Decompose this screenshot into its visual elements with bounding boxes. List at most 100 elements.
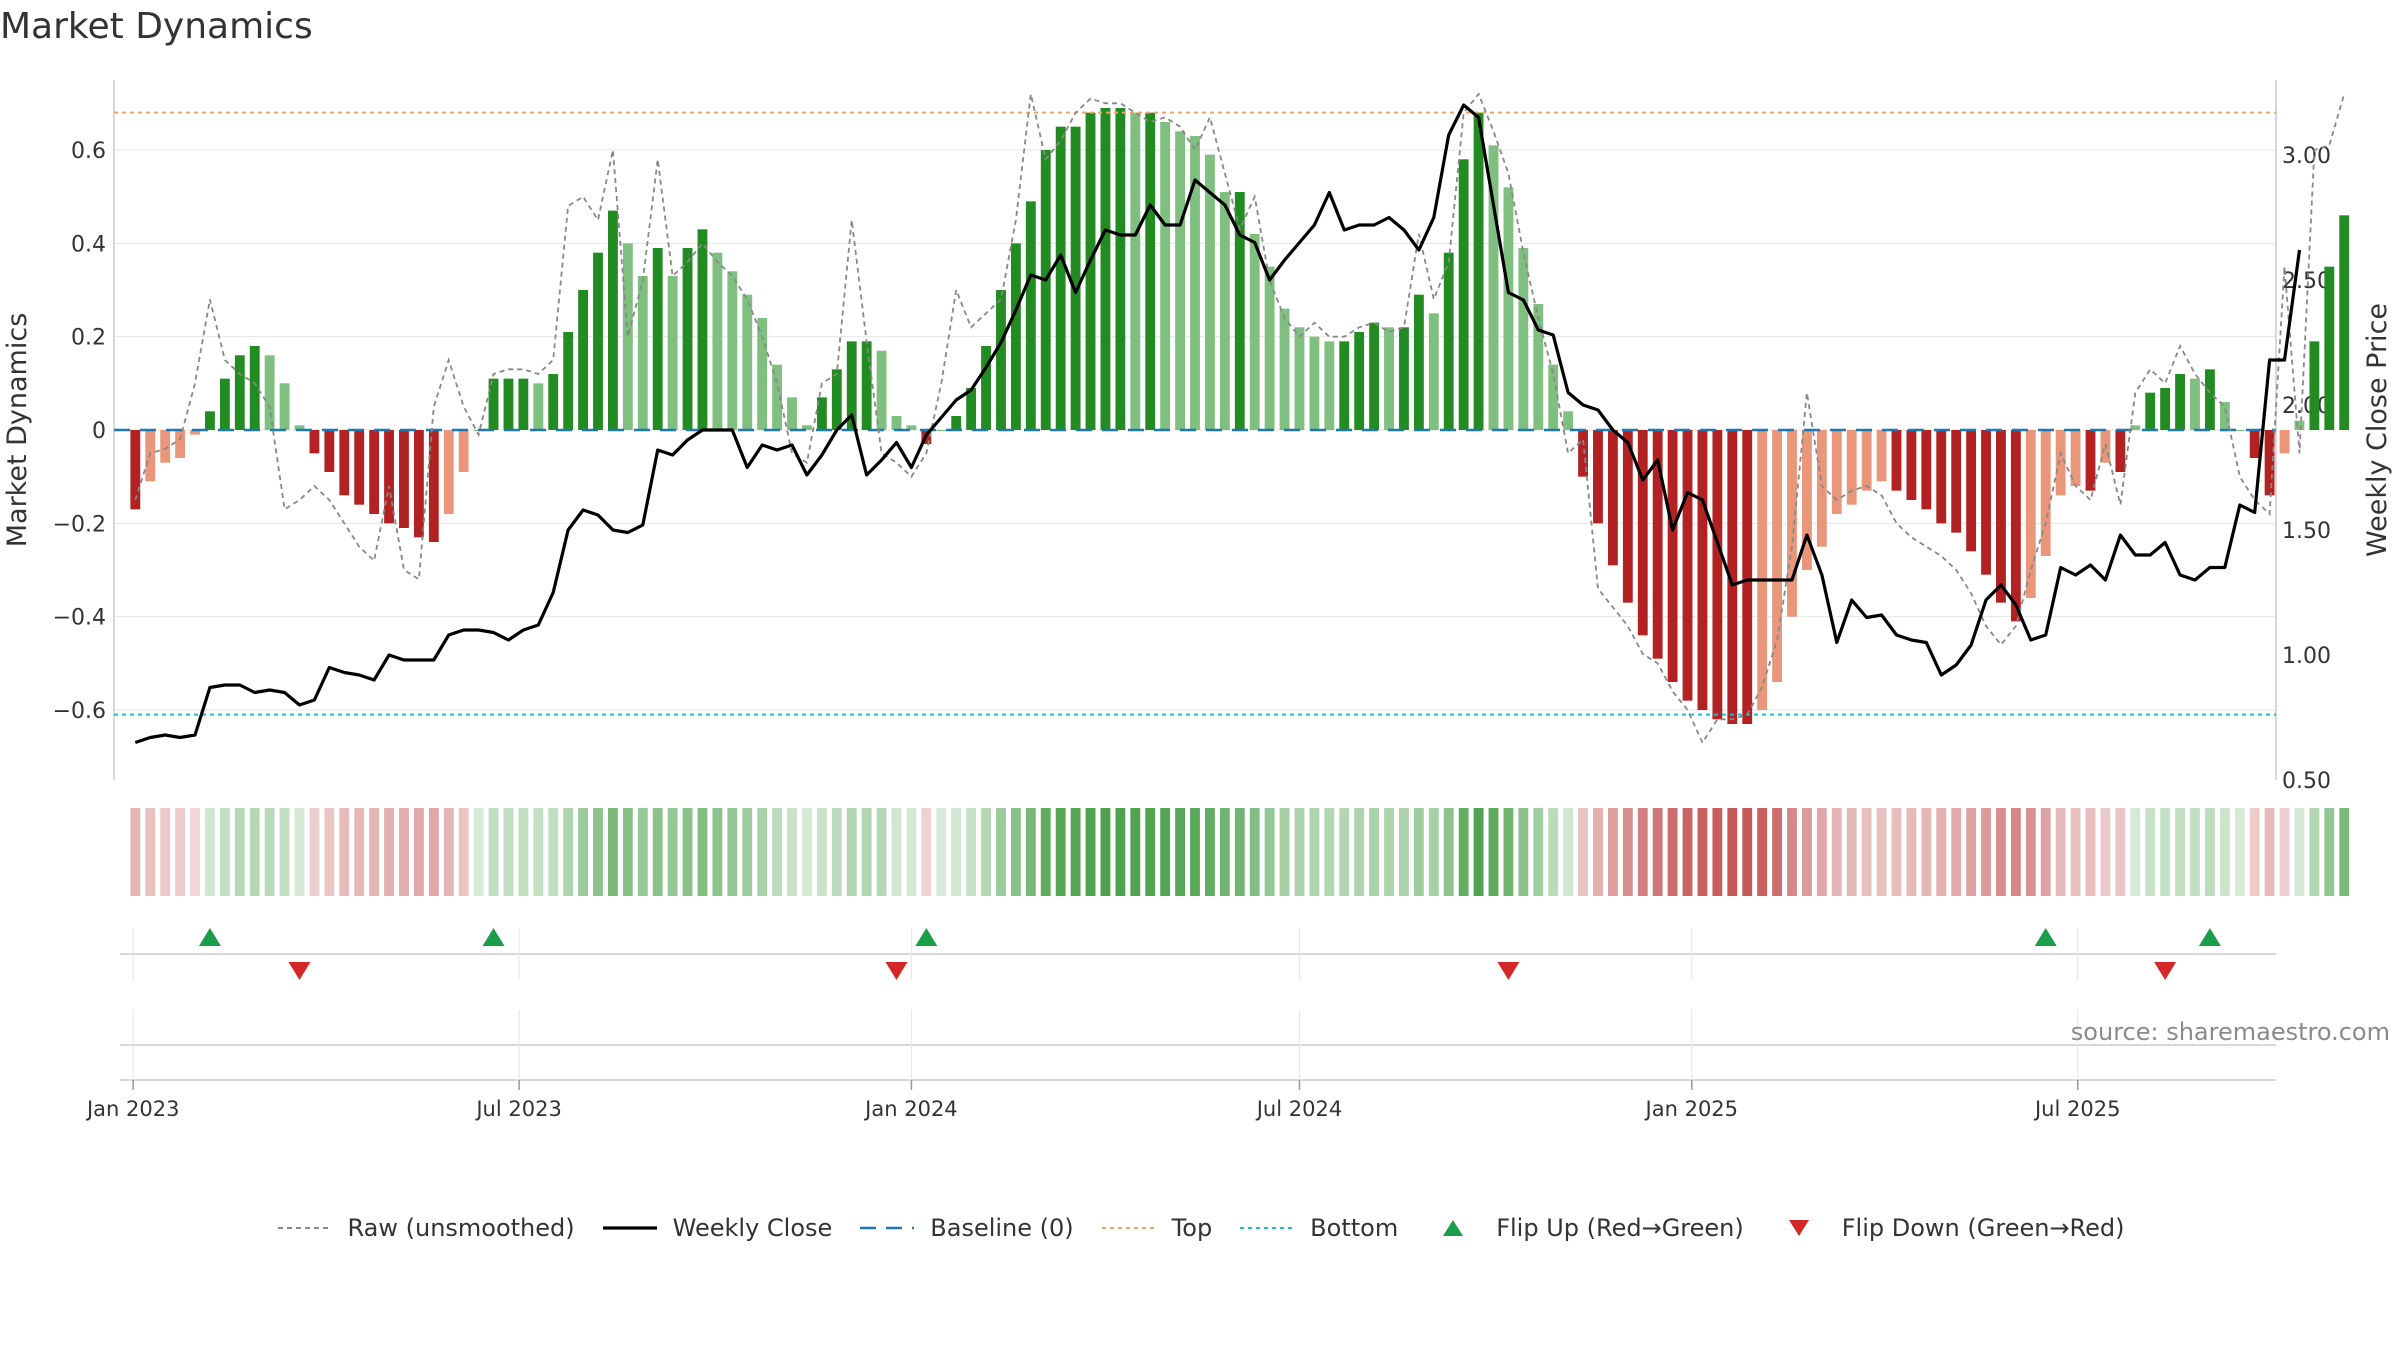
legend-item-raw: Raw (unsmoothed): [276, 1214, 575, 1242]
regime-cell: [2204, 808, 2215, 896]
regime-cell: [1652, 808, 1663, 896]
legend-swatch-close: [602, 1226, 657, 1230]
regime-cell: [249, 808, 260, 896]
dynamics-bar: [2085, 430, 2096, 491]
regime-cell: [1443, 808, 1454, 896]
regime-cell: [518, 808, 529, 896]
dynamics-bar: [2115, 430, 2126, 472]
regime-cell: [1055, 808, 1066, 896]
regime-cell: [1622, 808, 1633, 896]
right-tick-label: 0.50: [2282, 769, 2331, 794]
dynamics-bar: [2025, 430, 2036, 598]
dynamics-bar: [219, 378, 230, 430]
regime-cell: [921, 808, 932, 896]
dynamics-bar: [1712, 430, 1723, 720]
regime-cell: [1339, 808, 1350, 896]
dynamics-bar: [1160, 122, 1171, 430]
dynamics-bar: [1816, 430, 1827, 547]
regime-cell: [309, 808, 320, 896]
x-tick-label: Jan 2025: [1644, 1097, 1739, 1121]
regime-cell: [1085, 808, 1096, 896]
regime-cell: [1831, 808, 1842, 896]
regime-cell: [1399, 808, 1409, 896]
regime-cell: [1413, 808, 1424, 896]
left-tick-label: 0.4: [71, 232, 106, 257]
regime-cell: [533, 808, 544, 896]
dynamics-bar: [1294, 327, 1305, 430]
regime-cell: [802, 808, 812, 896]
dynamics-bar: [130, 430, 141, 510]
regime-cell: [1533, 808, 1544, 896]
regime-cell: [354, 808, 365, 896]
regime-cell: [1861, 808, 1872, 896]
dynamics-bar: [160, 430, 171, 463]
regime-cell: [339, 808, 350, 896]
regime-cell: [1279, 808, 1290, 896]
dynamics-bar: [1593, 430, 1603, 524]
dynamics-bar: [1607, 430, 1618, 566]
regime-cell: [1354, 808, 1365, 896]
regime-cell: [2070, 808, 2081, 896]
dynamics-bar: [578, 290, 588, 430]
regime-strip: [130, 808, 2350, 896]
legend-swatch-baseline: [860, 1226, 915, 1230]
dynamics-bar: [1458, 159, 1469, 431]
dynamics-bar: [1697, 430, 1708, 710]
dynamics-bar: [1354, 332, 1365, 430]
regime-cell: [1234, 808, 1245, 896]
regime-cell: [1190, 808, 1200, 896]
dynamics-bar: [2190, 378, 2200, 430]
dynamics-bar: [1100, 108, 1111, 430]
dynamics-bar: [1667, 430, 1678, 682]
regime-cell: [443, 808, 454, 896]
dynamics-bar: [413, 430, 424, 538]
dynamics-bar: [816, 397, 827, 430]
regime-cell: [1130, 808, 1141, 896]
regime-cell: [1607, 808, 1618, 896]
regime-cell: [1010, 808, 1021, 896]
regime-cell: [936, 808, 947, 896]
dynamics-bar: [607, 210, 618, 430]
dynamics-bar: [249, 346, 260, 430]
right-tick-label: 1.50: [2282, 519, 2331, 544]
regime-cell: [2055, 808, 2066, 896]
left-tick-label: −0.4: [53, 606, 106, 631]
legend-swatch-raw: [277, 1227, 332, 1229]
flip-up-marker: [198, 928, 221, 946]
x-tick-label: Jan 2024: [863, 1097, 958, 1121]
dynamics-bar: [1742, 430, 1753, 724]
regime-cell: [413, 808, 424, 896]
dynamics-bar: [1548, 364, 1559, 430]
dynamics-bar: [697, 229, 708, 430]
dynamics-bar: [399, 430, 409, 528]
regime-cell: [2010, 808, 2021, 896]
dynamics-bar: [2160, 388, 2171, 430]
legend-label: Flip Up (Red→Green): [1496, 1214, 1744, 1242]
regime-cell: [578, 808, 588, 896]
chart-title: Market Dynamics: [0, 6, 313, 47]
flip-up-marker: [482, 928, 505, 946]
dynamics-bar: [2040, 430, 2051, 556]
dynamics-bar: [294, 425, 305, 430]
regime-cell: [1503, 808, 1514, 896]
regime-cell: [2309, 808, 2320, 896]
regime-cell: [712, 808, 723, 896]
dynamics-bar: [1055, 126, 1066, 431]
regime-cell: [652, 808, 663, 896]
dynamics-bar: [339, 430, 350, 496]
dynamics-bar: [1025, 201, 1036, 430]
dynamics-bar: [1951, 430, 1962, 533]
flip-down-icon: [1788, 1220, 1809, 1236]
dynamics-bar: [1369, 322, 1380, 430]
dynamics-bar: [1846, 430, 1857, 505]
regime-cell: [234, 808, 245, 896]
regime-cell: [488, 808, 499, 896]
regime-cell: [1204, 808, 1215, 896]
legend-item-baseline: Baseline (0): [858, 1214, 1074, 1242]
dynamics-bar: [2264, 430, 2275, 496]
dynamics-bar: [682, 248, 693, 430]
dynamics-bar: [2249, 430, 2260, 458]
dynamics-bar: [742, 294, 753, 430]
dynamics-bar: [1473, 112, 1484, 431]
regime-cell: [1772, 808, 1783, 896]
